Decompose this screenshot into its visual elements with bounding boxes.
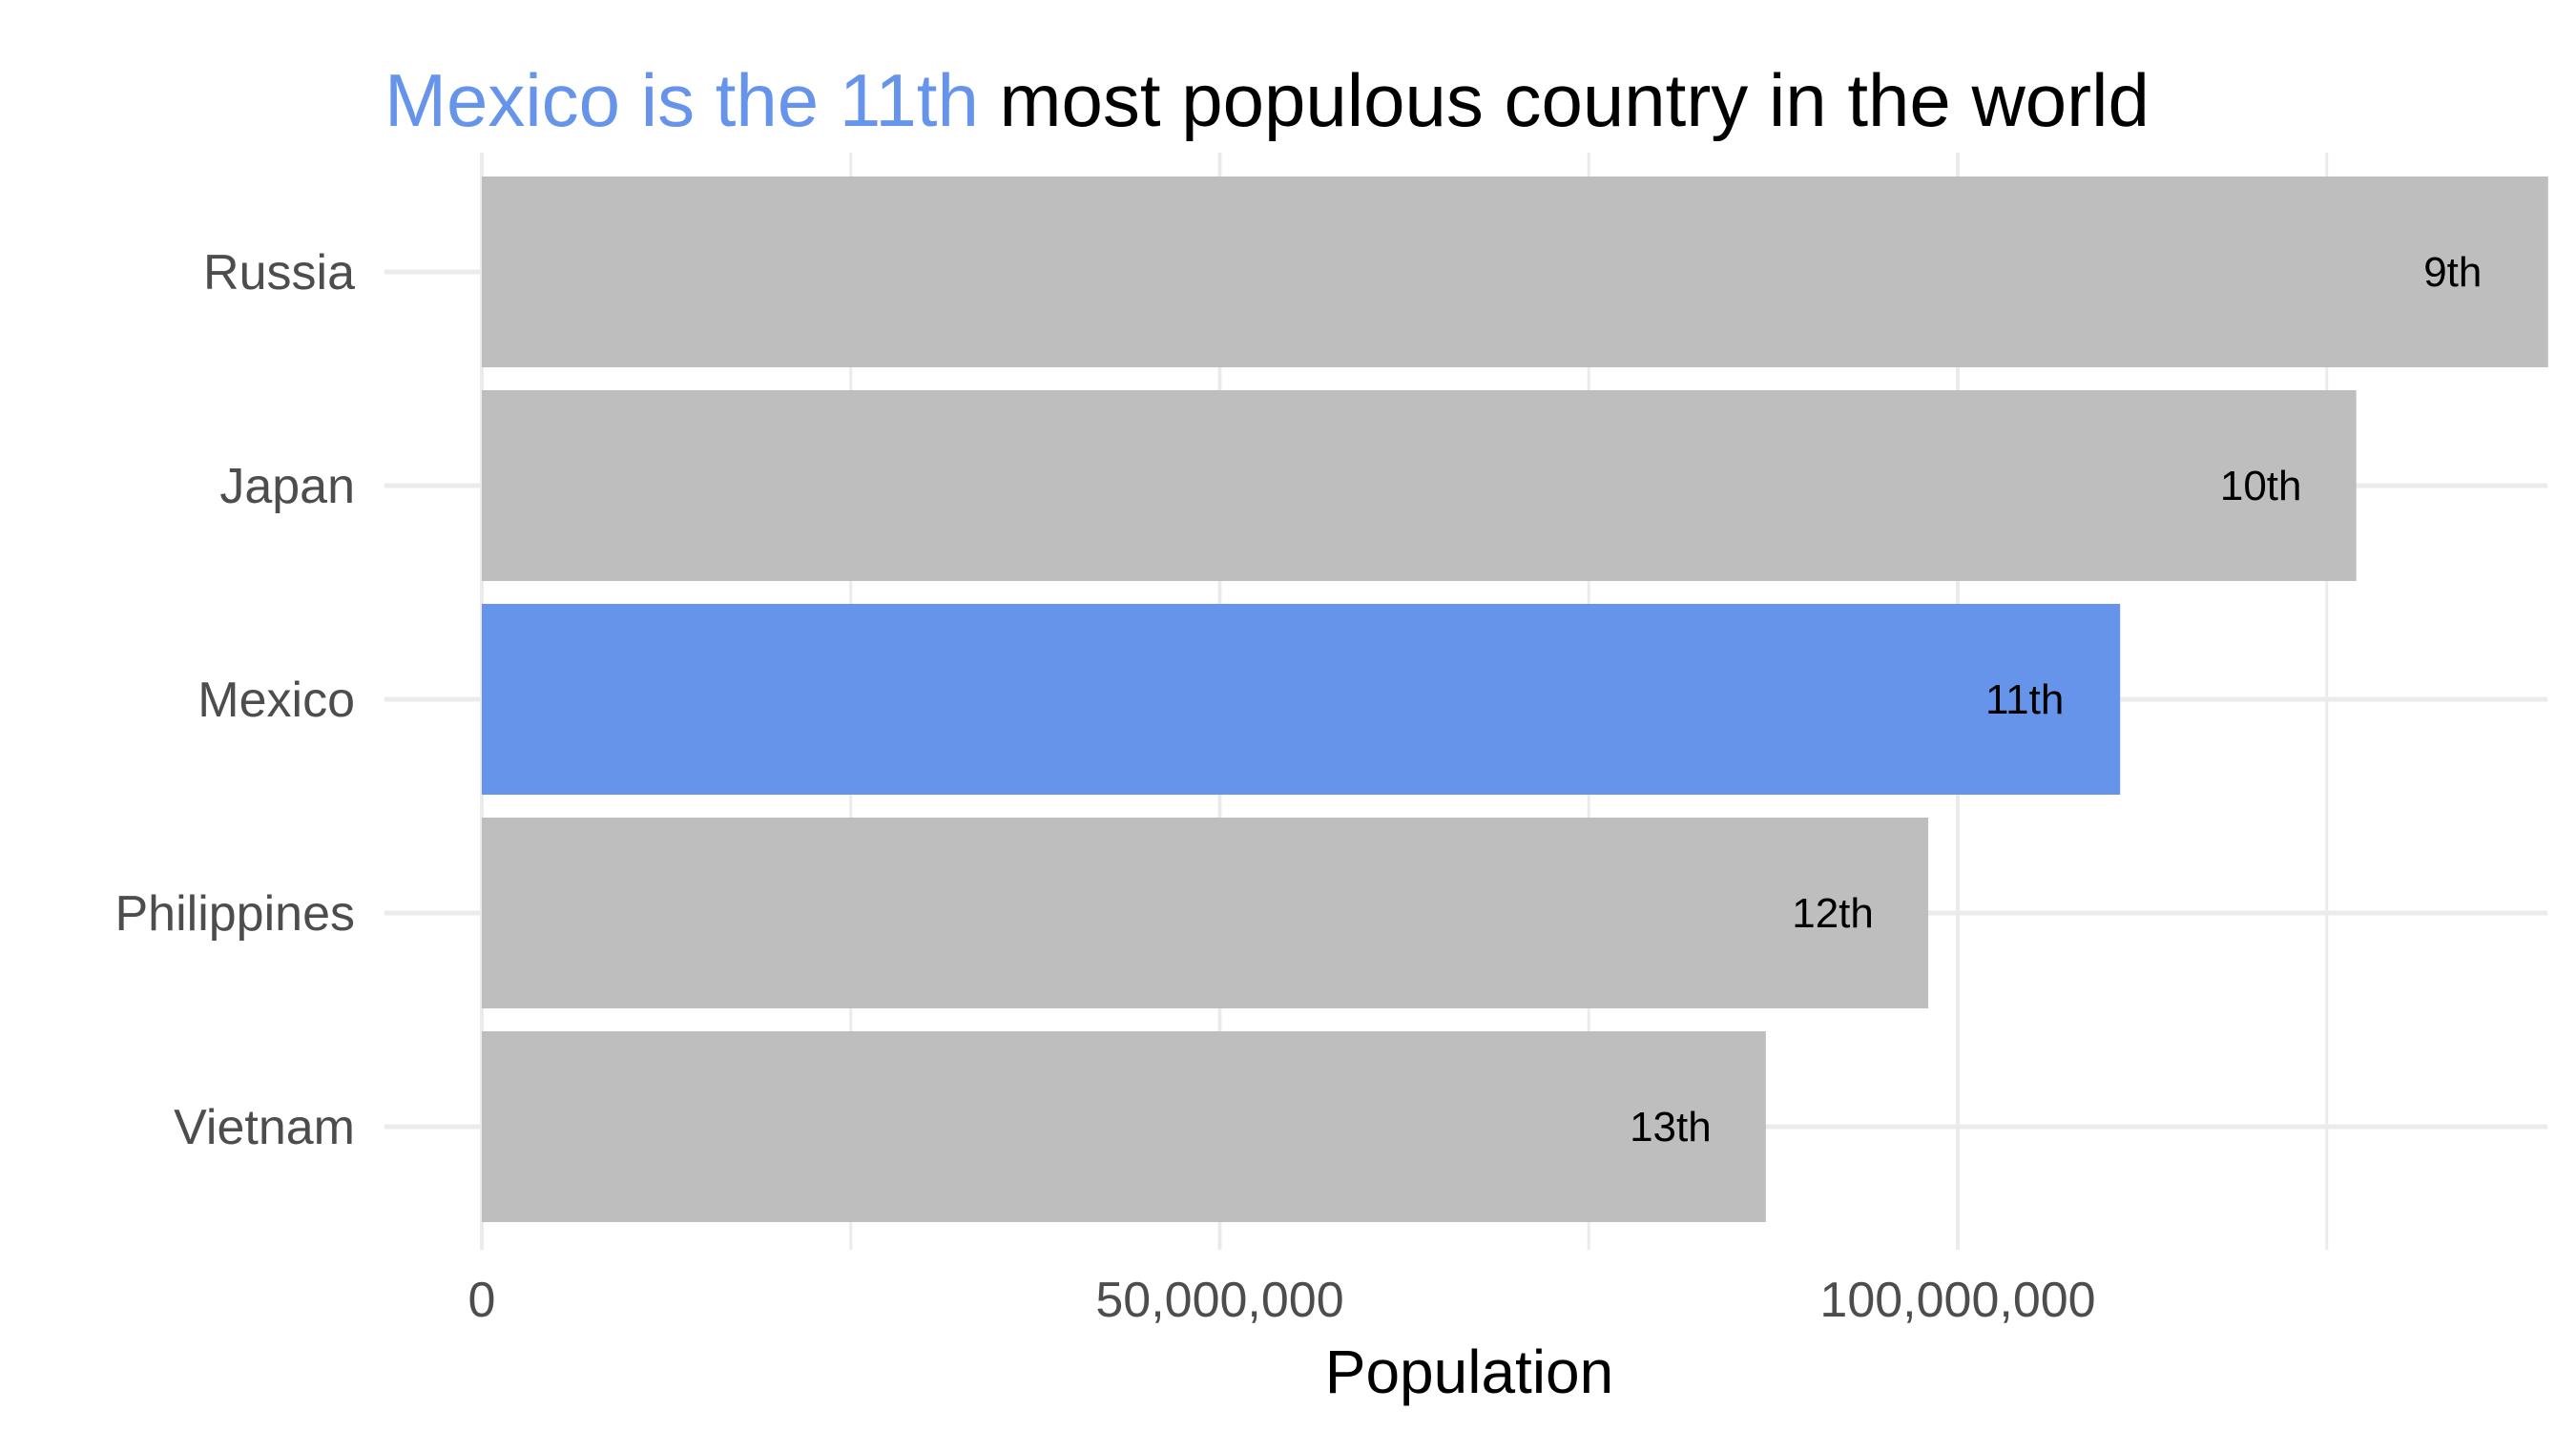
x-tick-label: 0 bbox=[468, 1273, 496, 1328]
bars bbox=[482, 176, 2548, 1222]
bar-russia bbox=[482, 176, 2548, 367]
x-tick-label: 100,000,000 bbox=[1819, 1273, 2095, 1328]
bar-label-vietnam: 13th bbox=[1630, 1104, 1712, 1151]
x-tick-label: 50,000,000 bbox=[1095, 1273, 1343, 1328]
bar-label-philippines: 12th bbox=[1792, 890, 1874, 937]
bar-label-russia: 9th bbox=[2423, 249, 2482, 296]
bar-japan bbox=[482, 390, 2357, 581]
chart-title: Mexico is the 11th most populous country… bbox=[384, 58, 2150, 142]
x-axis-title: Population bbox=[1325, 1338, 1613, 1406]
bar-labels: 9th 10th 11th 12th 13th bbox=[1630, 249, 2482, 1151]
x-axis: 0 50,000,000 100,000,000 bbox=[468, 1273, 2096, 1328]
y-tick-label-japan: Japan bbox=[219, 459, 355, 514]
bar-label-japan: 10th bbox=[2220, 463, 2302, 509]
y-tick-label-philippines: Philippines bbox=[115, 886, 356, 942]
bar-mexico bbox=[482, 604, 2121, 795]
y-tick-label-russia: Russia bbox=[203, 245, 355, 301]
chart-title-rest: most populous country in the world bbox=[979, 58, 2150, 142]
y-tick-label-vietnam: Vietnam bbox=[174, 1100, 355, 1155]
y-tick-label-mexico: Mexico bbox=[197, 673, 355, 728]
bar-philippines bbox=[482, 818, 1929, 1008]
bar-vietnam bbox=[482, 1031, 1766, 1222]
y-axis: Russia Japan Mexico Philippines Vietnam bbox=[115, 245, 356, 1155]
bar-label-mexico: 11th bbox=[1985, 676, 2064, 723]
chart-title-highlight: Mexico is the 11th bbox=[384, 58, 979, 142]
